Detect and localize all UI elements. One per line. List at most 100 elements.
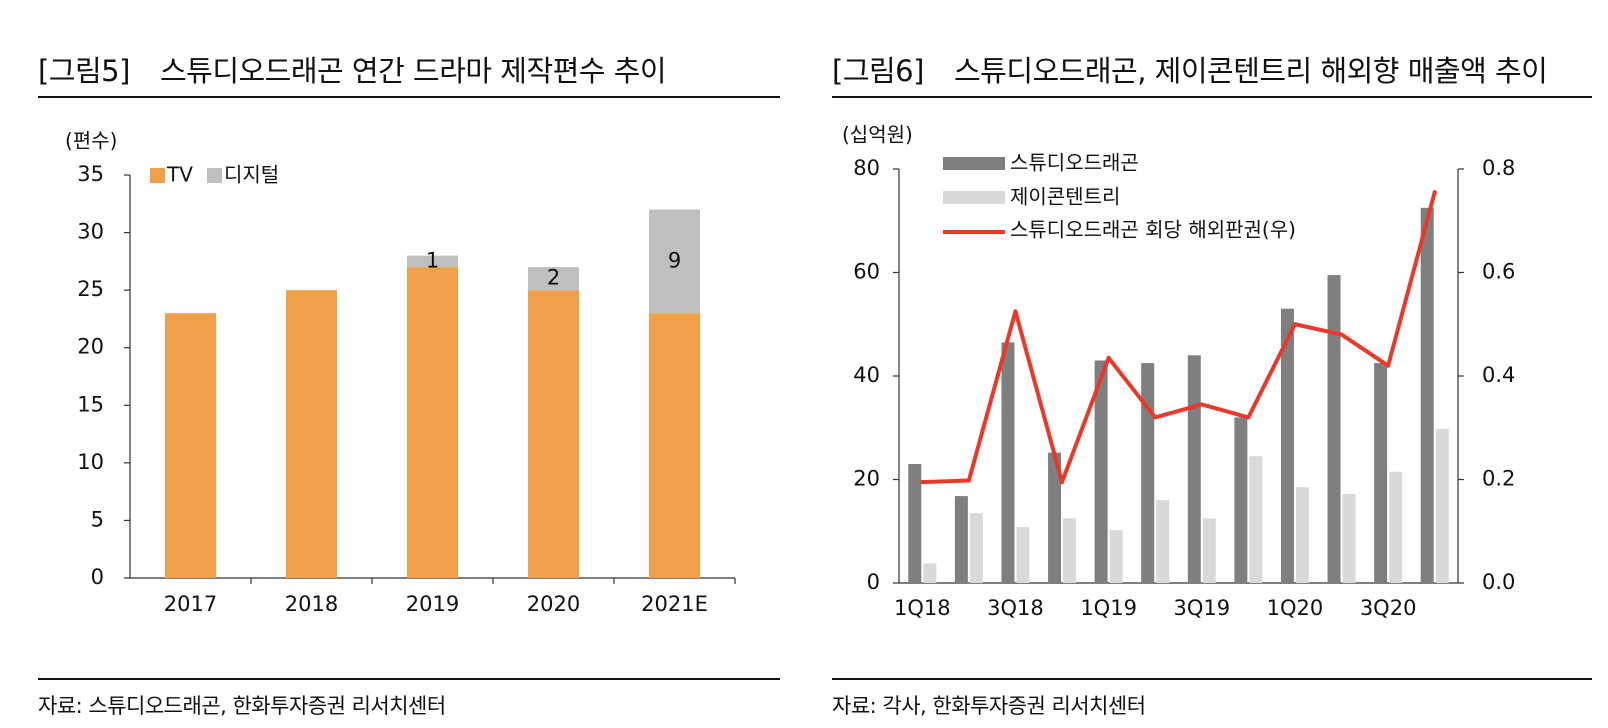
- line-overseas-rights-per-episode: [920, 190, 1437, 485]
- bar-jcontentree: [1435, 428, 1449, 583]
- bar-studio-dragon: [954, 496, 968, 583]
- figure-5-title-text: 스튜디오드래곤 연간 드라마 제작편수 추이: [159, 54, 667, 88]
- line-point: [1013, 309, 1018, 314]
- x-tick-label: 3Q18: [987, 596, 1044, 620]
- bar-tv: [407, 267, 458, 578]
- bar-jcontentree: [1249, 456, 1263, 583]
- x-tick-label: 3Q19: [1173, 596, 1230, 620]
- figure-6-title: [그림6] 스튜디오드래곤, 제이콘텐트리 해외향 매출액 추이: [832, 48, 1548, 90]
- digital-data-label: 9: [668, 248, 681, 272]
- figure-6-top-rule: [832, 96, 1592, 98]
- line-point: [1106, 355, 1111, 360]
- x-tick-label: 2019: [406, 592, 459, 616]
- bar-jcontentree: [1063, 518, 1077, 583]
- y-tick-label: 25: [77, 277, 104, 301]
- legend-label-studio-dragon: 스튜디오드래곤: [1010, 151, 1139, 175]
- bar-studio-dragon: [908, 463, 922, 583]
- line-point: [1292, 322, 1297, 327]
- bar-jcontentree: [1016, 527, 1030, 583]
- bar-studio-dragon: [1141, 363, 1155, 583]
- bar-jcontentree: [1202, 518, 1216, 583]
- y-tick-label: 35: [77, 162, 104, 186]
- figure-6-title-text: 스튜디오드래곤, 제이콘텐트리 해외향 매출액 추이: [953, 54, 1548, 88]
- line-point: [1246, 415, 1251, 420]
- bar-studio-dragon: [1094, 360, 1108, 583]
- bar-tv: [286, 290, 337, 578]
- bar-studio-dragon: [1187, 355, 1201, 583]
- bar-digital: [407, 255, 458, 268]
- y-tick-label: 0: [91, 565, 104, 589]
- line-point: [1060, 480, 1065, 485]
- left-y-tick-label: 80: [853, 156, 880, 180]
- x-tick-label: 1Q19: [1080, 596, 1137, 620]
- bar-studio-dragon: [1234, 417, 1248, 583]
- bar-jcontentree: [1342, 493, 1356, 583]
- x-tick-label: 2017: [164, 592, 217, 616]
- left-axis-unit-label: (십억원): [842, 123, 913, 147]
- figure-6-panel: [그림6] 스튜디오드래곤, 제이콘텐트리 해외향 매출액 추이 자료: 각사, …: [832, 0, 1592, 728]
- digital-data-label: 1: [426, 248, 439, 272]
- line-point: [966, 478, 971, 483]
- legend-swatch-studio-dragon: [943, 157, 1005, 170]
- bar-digital: [528, 267, 579, 291]
- y-tick-label: 20: [77, 335, 104, 359]
- figure-5-number: [그림5]: [38, 54, 130, 88]
- x-tick-label: 2020: [527, 592, 580, 616]
- bar-studio-dragon: [1327, 275, 1341, 583]
- bar-jcontentree: [1109, 530, 1123, 583]
- bar-studio-dragon: [1001, 342, 1015, 583]
- line-point: [920, 480, 925, 485]
- y-tick-label: 30: [77, 220, 104, 244]
- line-point: [1386, 363, 1391, 368]
- legend-swatch-jcontentree: [943, 191, 1005, 204]
- line-point: [1199, 402, 1204, 407]
- legend-swatch-tv: [150, 168, 165, 183]
- digital-data-label: 2: [547, 266, 560, 290]
- bar-jcontentree: [1389, 471, 1403, 583]
- legend-label-overseas-rights: 스튜디오드래곤 회당 해외판권(우): [1010, 218, 1296, 242]
- line-point: [1153, 415, 1158, 420]
- y-tick-label: 15: [77, 392, 104, 416]
- legend-label-tv: TV: [166, 163, 193, 187]
- bar-jcontentree: [1295, 487, 1309, 583]
- y-tick-label: 10: [77, 450, 104, 474]
- x-tick-label: 1Q18: [894, 596, 951, 620]
- right-y-tick-label: 0.2: [1482, 467, 1515, 491]
- bar-studio-dragon: [1280, 308, 1294, 583]
- left-y-tick-label: 60: [853, 260, 880, 284]
- figure-5-title: [그림5] 스튜디오드래곤 연간 드라마 제작편수 추이: [38, 48, 667, 90]
- x-tick-label: 1Q20: [1267, 596, 1324, 620]
- line-point: [1432, 190, 1437, 195]
- left-y-tick-label: 20: [853, 467, 880, 491]
- figure-5-source: 자료: 스튜디오드래곤, 한화투자증권 리서치센터: [38, 694, 446, 718]
- figure-5-bottom-rule: [38, 678, 780, 680]
- bar-tv: [649, 313, 700, 578]
- x-tick-label: 2021E: [641, 592, 708, 616]
- right-y-tick-label: 0.4: [1482, 363, 1515, 387]
- figure-5-top-rule: [38, 96, 780, 98]
- figure-6-source: 자료: 각사, 한화투자증권 리서치센터: [832, 694, 1146, 718]
- right-y-tick-label: 0.0: [1482, 570, 1515, 594]
- bar-jcontentree: [923, 563, 937, 583]
- bar-digital: [649, 209, 700, 314]
- legend-swatch-digital: [207, 168, 222, 183]
- x-tick-label: 2018: [285, 592, 338, 616]
- figure-6-number: [그림6]: [832, 54, 924, 88]
- left-y-tick-label: 0: [867, 570, 880, 594]
- bar-jcontentree: [1156, 500, 1170, 583]
- bar-studio-dragon: [1374, 363, 1388, 583]
- bar-studio-dragon: [1048, 452, 1062, 583]
- y-tick-label: 5: [91, 507, 104, 531]
- x-tick-label: 3Q20: [1360, 596, 1417, 620]
- line-point: [1339, 332, 1344, 337]
- right-y-tick-label: 0.6: [1482, 260, 1515, 284]
- bar-tv: [528, 290, 579, 578]
- figure-6-bottom-rule: [832, 678, 1592, 680]
- figure-5-panel: [그림5] 스튜디오드래곤 연간 드라마 제작편수 추이 자료: 스튜디오드래곤,…: [38, 0, 780, 728]
- bar-studio-dragon: [1420, 207, 1434, 583]
- legend-label-digital: 디지털: [224, 163, 279, 187]
- right-y-tick-label: 0.8: [1482, 156, 1515, 180]
- left-y-tick-label: 40: [853, 363, 880, 387]
- bar-tv: [165, 313, 216, 578]
